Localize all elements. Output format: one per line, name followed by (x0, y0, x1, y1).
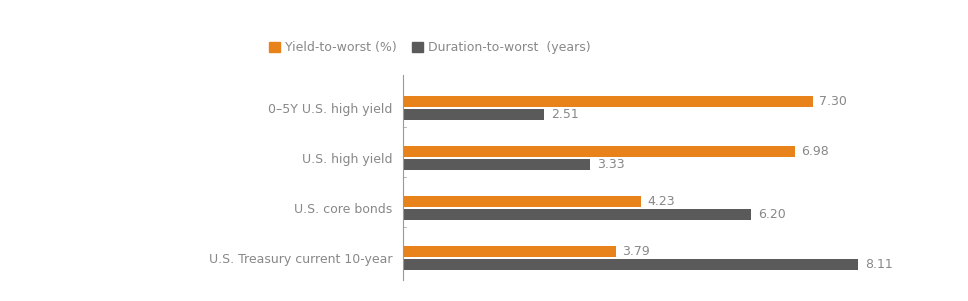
Bar (404, 146, 795, 157)
Bar (404, 259, 859, 270)
Text: 6.20: 6.20 (758, 208, 785, 221)
Bar (404, 246, 616, 257)
Text: 6.98: 6.98 (802, 145, 830, 158)
Bar (404, 109, 544, 120)
Text: 3.79: 3.79 (622, 245, 650, 258)
Bar (404, 209, 751, 220)
Bar (404, 96, 813, 107)
Text: 7.30: 7.30 (820, 95, 847, 108)
Text: 3.33: 3.33 (596, 158, 624, 171)
Text: 4.23: 4.23 (648, 195, 675, 208)
Bar (404, 159, 590, 170)
Text: 2.51: 2.51 (551, 108, 579, 121)
Legend: Yield-to-worst (%), Duration-to-worst  (years): Yield-to-worst (%), Duration-to-worst (y… (263, 36, 595, 59)
Text: 8.11: 8.11 (865, 258, 892, 271)
Bar (404, 196, 641, 207)
